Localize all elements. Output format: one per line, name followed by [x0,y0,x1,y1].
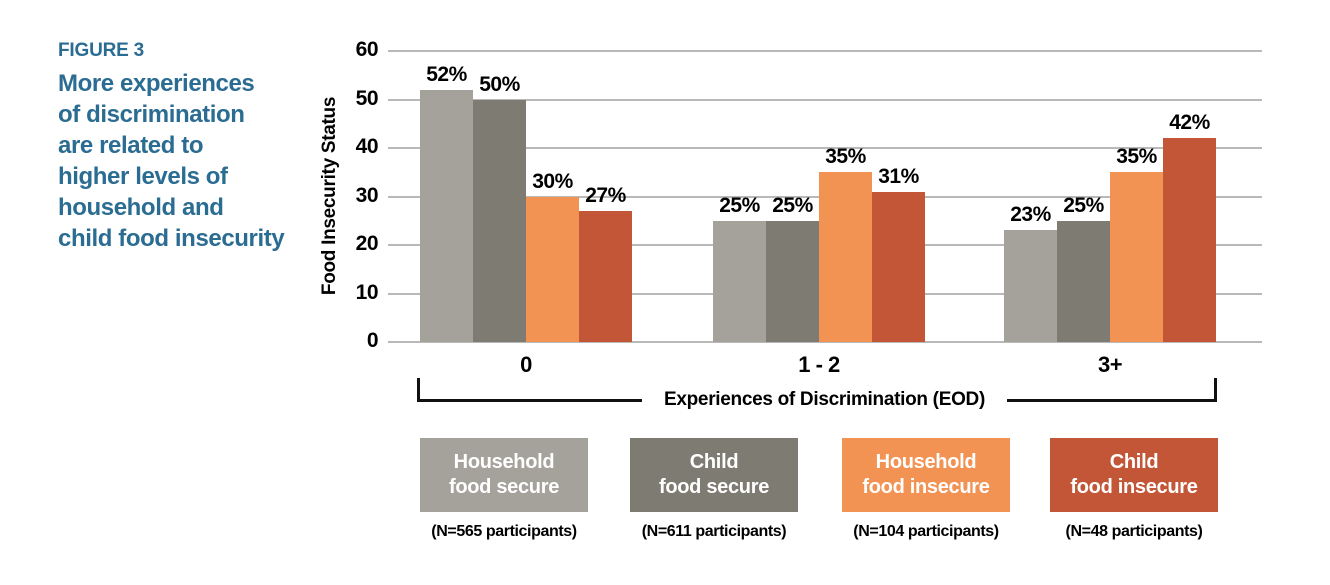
gridline-y-50 [388,98,1262,101]
figure-label: FIGURE 3 [58,40,145,61]
bar-child-food-secure-group-0 [473,99,526,342]
bar-value-label-child-food-insecure-group-0: 27% [585,184,626,208]
bracket-left-tick [417,378,420,402]
legend-swatch-household-food-insecure: Household food insecure [842,438,1010,512]
legend-swatch-household-food-secure: Household food secure [420,438,588,512]
y-tick-label-50: 50 [355,86,379,110]
legend-n-count-child-food-insecure: (N=48 participants) [1065,523,1203,540]
gridline-y-40 [388,147,1262,149]
bar-value-label-child-food-insecure-group-1: 31% [878,164,919,188]
legend-item-child-food-secure: Child food secure (N=611 participants) [630,438,798,541]
bar-value-label-household-food-secure-group-1: 25% [719,193,760,217]
legend-label-line1: Child [1109,451,1159,473]
gridline-y-60 [388,50,1262,52]
bar-value-label-household-food-secure-group-0: 52% [426,62,467,86]
x-axis-title: Experiences of Discrimination (EOD) [663,389,986,410]
legend-label-line2: food secure [658,476,770,498]
bar-child-food-insecure-group-2 [1163,138,1216,342]
legend-swatch-child-food-insecure: Child food insecure [1050,438,1218,512]
bar-household-food-insecure-group-2 [1110,172,1163,342]
legend-n-count-household-food-secure: (N=565 participants) [431,523,577,540]
bar-value-label-household-food-insecure-group-0: 30% [532,169,573,193]
y-tick-label-30: 30 [355,183,379,207]
bar-household-food-secure-group-2 [1004,230,1057,342]
legend-n-count-household-food-insecure: (N=104 participants) [853,523,999,540]
bar-value-label-child-food-insecure-group-2: 42% [1169,111,1210,135]
y-tick-label-0: 0 [366,329,379,352]
x-category-label-0: 0 [520,352,532,377]
legend-item-household-food-secure: Household food secure (N=565 participants) [420,438,588,541]
title-block: FIGURE 3 More experiences of discriminat… [58,40,328,254]
x-category-label-2: 3+ [1097,352,1123,377]
legend-label-line2: food secure [448,476,560,498]
y-tick-label-20: 20 [355,232,379,255]
bar-child-food-insecure-group-1 [872,191,925,342]
legend-label-line1: Household [453,451,555,473]
bar-child-food-insecure-group-0 [579,211,632,342]
y-tick-label-60: 60 [355,38,379,61]
y-tick-label-10: 10 [355,280,379,304]
bar-household-food-secure-group-0 [420,89,473,342]
bar-child-food-secure-group-2 [1057,220,1110,342]
x-category-label-1: 1 - 2 [798,352,840,377]
bar-value-label-household-food-insecure-group-2: 35% [1116,145,1157,169]
figure-heading: More experiences of discrimination are r… [58,70,285,252]
legend-swatch-child-food-secure: Child food secure [630,438,798,512]
legend-item-household-food-insecure: Household food insecure (N=104 participant… [842,438,1010,541]
bracket-right-tick [1214,378,1217,402]
legend-n-count-child-food-secure: (N=611 participants) [641,523,787,540]
bracket-right-line [1007,399,1217,402]
legend-label-line2: food insecure [862,476,990,498]
bar-value-label-child-food-secure-group-1: 25% [772,193,813,217]
bar-child-food-secure-group-1 [766,220,819,342]
bracket-left-line [417,399,642,402]
bar-household-food-insecure-group-0 [526,196,579,342]
bar-value-label-child-food-secure-group-0: 50% [479,72,520,96]
gridline-y-0 [388,341,1262,343]
bar-value-label-household-food-insecure-group-1: 35% [825,145,866,169]
legend-label-line1: Child [689,451,739,473]
bar-value-label-child-food-secure-group-2: 25% [1063,193,1104,217]
bar-value-label-household-food-secure-group-2: 23% [1010,203,1051,227]
bar-household-food-insecure-group-1 [819,172,872,342]
legend-item-child-food-insecure: Child food insecure (N=48 participants) [1050,438,1218,541]
legend-label-line1: Household [875,451,977,473]
legend-label-line2: food insecure [1070,476,1198,498]
bar-household-food-secure-group-1 [713,220,766,342]
plot-area: 52% 50% 30% 27% 25% 25% 35% 31% 23% 25% 35% 42% [388,50,1262,343]
y-tick-label-40: 40 [355,135,379,158]
